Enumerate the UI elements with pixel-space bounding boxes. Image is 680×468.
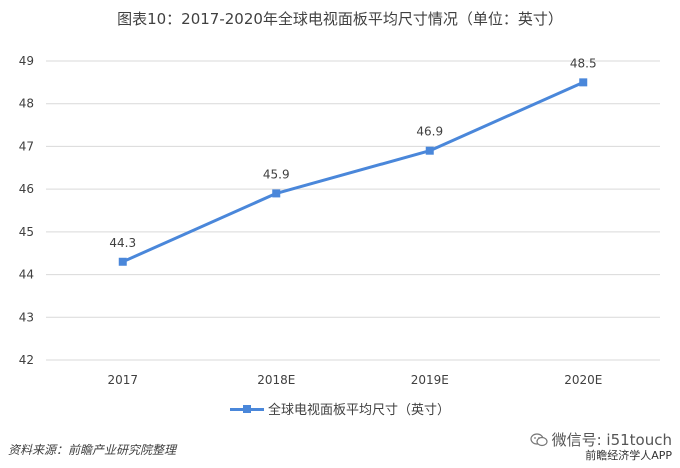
y-tick-label: 48 [19, 97, 34, 111]
data-label: 44.3 [109, 236, 136, 250]
data-labels: 44.3 45.9 46.9 48.5 [109, 56, 596, 249]
data-point [425, 146, 434, 155]
y-tick-label: 47 [19, 139, 34, 153]
series-line [122, 80, 584, 264]
line-chart: 42 43 44 45 46 47 48 49 2017 2018E 2019E 2020E 44.… [19, 54, 660, 387]
credit-text: 微信号: i51touch [551, 431, 672, 449]
x-axis-ticks: 2017 2018E 2019E 2020E [107, 373, 602, 387]
data-point [118, 257, 127, 266]
x-tick-label: 2019E [411, 373, 449, 387]
x-tick-label: 2017 [107, 373, 138, 387]
credit-subtitle: 前瞻经济学人APP [585, 449, 672, 462]
chart-title: 图表10：2017-2020年全球电视面板平均尺寸情况（单位：英寸） [117, 10, 563, 28]
data-point [272, 189, 281, 198]
y-tick-label: 44 [19, 268, 34, 282]
y-tick-label: 43 [19, 310, 34, 324]
y-tick-label: 49 [19, 54, 34, 68]
y-tick-label: 46 [19, 182, 34, 196]
legend: 全球电视面板平均尺寸（英寸） [0, 399, 680, 418]
data-label: 46.9 [416, 125, 443, 139]
y-tick-label: 42 [19, 353, 34, 367]
x-tick-label: 2020E [564, 373, 602, 387]
x-tick-label: 2018E [257, 373, 295, 387]
data-label: 48.5 [570, 56, 597, 70]
legend-label: 全球电视面板平均尺寸（英寸） [267, 403, 450, 418]
grid-lines [46, 60, 660, 361]
y-tick-label: 45 [19, 225, 34, 239]
wechat-icon [529, 432, 548, 446]
legend-swatch [229, 404, 264, 414]
wechat-credit: 微信号: i51touch [529, 429, 672, 450]
data-point [579, 78, 588, 87]
series-line-group [118, 78, 588, 266]
y-axis-ticks: 42 43 44 45 46 47 48 49 [19, 54, 34, 367]
data-label: 45.9 [263, 167, 290, 181]
source-note: 资料来源：前瞻产业研究院整理 [8, 443, 177, 457]
